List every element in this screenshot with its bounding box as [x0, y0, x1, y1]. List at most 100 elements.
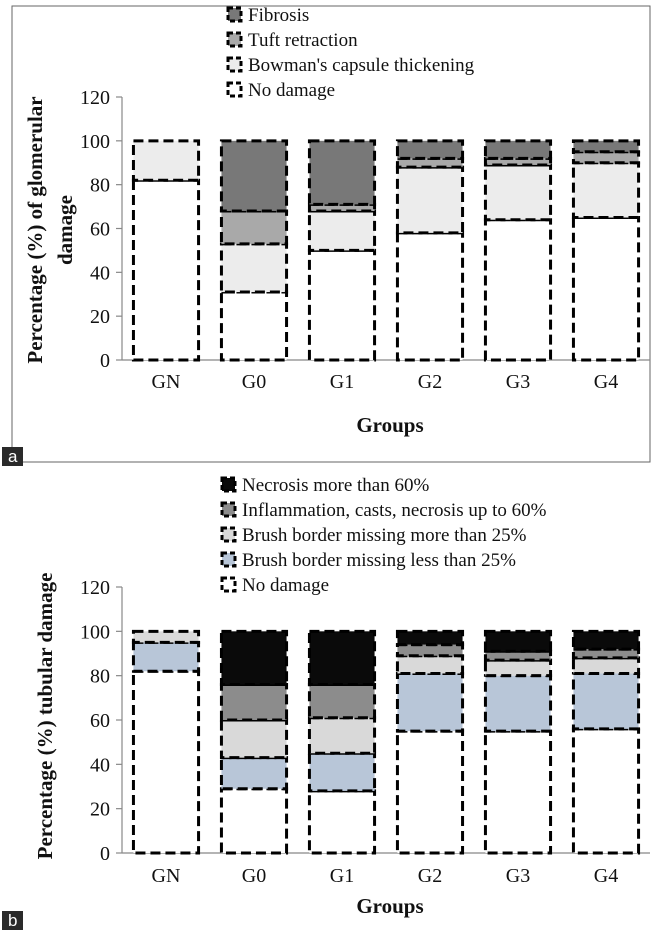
- legend-label: No damage: [248, 80, 335, 101]
- bar-segment: [219, 242, 289, 294]
- bar-segment: [131, 669, 201, 855]
- x-category-label: GN: [152, 865, 181, 887]
- bar-segment: [307, 209, 377, 252]
- bar-segment: [483, 163, 553, 222]
- tubular-damage-chart: 0 20 40 60 80 100 120 GN G0 G1 G2 G3 G4 Groups Percent…: [33, 475, 650, 918]
- glomerular-damage-chart: 0 20 40 60 80 100 120 GN G0 G1 G2 G3 G4 Groups Percent…: [11, 5, 651, 463]
- bar-segment: [131, 629, 201, 644]
- legend-label: Brush border missing less than 25%: [242, 550, 516, 571]
- x-axis-title: Groups: [356, 413, 423, 437]
- y-axis-title: Percentage (%) tubular damage: [33, 573, 57, 860]
- bar-segment: [307, 629, 377, 687]
- bar-segment: [219, 787, 289, 855]
- legend-label: Fibrosis: [248, 5, 309, 26]
- bar-segment: [219, 209, 289, 246]
- bar-segment: [483, 218, 553, 362]
- legend-swatch: [226, 6, 243, 23]
- bar-segment: [307, 789, 377, 855]
- bar-segment: [483, 674, 553, 733]
- legend-label: Bowman's capsule thickening: [248, 55, 475, 76]
- bar-segment: [219, 683, 289, 722]
- legend-item: Inflammation, casts, necrosis up to 60%: [220, 500, 547, 521]
- bar-segment: [307, 139, 377, 206]
- bar-segment: [307, 751, 377, 793]
- legend: Necrosis more than 60% Inflammation, cast…: [220, 475, 547, 596]
- legend-label: Necrosis more than 60%: [242, 475, 429, 496]
- y-tick-label: 120: [80, 87, 110, 109]
- x-category-label: G2: [418, 371, 442, 393]
- legend-label: Brush border missing more than 25%: [242, 525, 527, 546]
- x-category-label: G3: [506, 371, 530, 393]
- legend-swatch: [226, 56, 243, 73]
- bar-segment: [571, 671, 641, 731]
- bar-segment: [395, 231, 465, 362]
- y-tick-label: 20: [90, 306, 110, 328]
- y-tick-label: 0: [100, 843, 110, 865]
- y-ticks: 0 20 40 60 80 100 120: [80, 577, 122, 865]
- legend-item: No damage: [220, 575, 329, 596]
- bar-segment: [483, 729, 553, 855]
- legend-label: Inflammation, casts, necrosis up to 60%: [242, 500, 547, 521]
- y-axis-title: damage: [53, 195, 77, 265]
- bar-segment: [571, 161, 641, 220]
- legend-swatch: [220, 526, 237, 543]
- y-tick-label: 60: [90, 219, 110, 241]
- x-category-label: G4: [594, 865, 618, 887]
- x-axis-title: Groups: [356, 894, 423, 918]
- legend-label: Tuft retraction: [248, 30, 358, 51]
- legend-item: Necrosis more than 60%: [220, 475, 429, 496]
- bar-segment: [395, 671, 465, 733]
- bar-segment: [131, 139, 201, 182]
- bar-segment: [571, 216, 641, 362]
- y-ticks: 0 20 40 60 80 100 120: [80, 87, 122, 372]
- panel-label-b: b: [2, 911, 24, 930]
- bar-segment: [219, 290, 289, 362]
- x-category-label: G1: [330, 371, 354, 393]
- legend-item: No damage: [226, 80, 335, 101]
- legend-swatch: [226, 31, 243, 48]
- bar-segment: [307, 683, 377, 720]
- legend-swatch: [220, 501, 237, 518]
- legend-item: Fibrosis: [226, 5, 309, 26]
- y-tick-label: 40: [90, 262, 110, 284]
- bar-segment: [483, 649, 553, 662]
- legend-swatch: [220, 476, 237, 493]
- y-tick-label: 60: [90, 710, 110, 732]
- bar-segment: [483, 629, 553, 653]
- x-category-label: G1: [330, 865, 354, 887]
- bar-segment: [571, 629, 641, 651]
- bar-segment: [219, 718, 289, 760]
- panel-b: 0 20 40 60 80 100 120 GN G0 G1 G2 G3 G4 Groups Percent…: [0, 466, 654, 932]
- x-category-label: G3: [506, 865, 530, 887]
- bar-segment: [131, 640, 201, 673]
- bar-segment: [395, 165, 465, 235]
- bar-segment: [395, 729, 465, 855]
- x-category-label: G0: [242, 371, 266, 393]
- legend: Fibrosis Tuft retraction Bowman's capsule …: [226, 5, 475, 101]
- y-tick-label: 100: [80, 131, 110, 153]
- panel-a: 0 20 40 60 80 100 120 GN G0 G1 G2 G3 G4 Groups Percent…: [2, 5, 651, 466]
- legend-swatch: [220, 551, 237, 568]
- x-category-label: GN: [152, 371, 181, 393]
- y-tick-label: 120: [80, 577, 110, 599]
- bar-segment: [571, 139, 641, 154]
- y-tick-label: 80: [90, 666, 110, 688]
- bar-segment: [131, 178, 201, 362]
- bar-segment: [571, 150, 641, 165]
- bar-segment: [483, 658, 553, 678]
- bar-segment: [571, 727, 641, 855]
- panel-label-a: a: [2, 447, 24, 466]
- bar-segment: [395, 629, 465, 647]
- bar-segment: [219, 139, 289, 213]
- x-category-label: G4: [594, 371, 618, 393]
- legend-item: Brush border missing less than 25%: [220, 550, 516, 571]
- bar-segment: [307, 248, 377, 362]
- y-tick-label: 100: [80, 621, 110, 643]
- bar-segment: [483, 139, 553, 160]
- legend-item: Bowman's capsule thickening: [226, 55, 475, 76]
- y-tick-label: 20: [90, 799, 110, 821]
- bar-segment: [395, 643, 465, 658]
- bar-segment: [395, 654, 465, 675]
- bar-segment: [219, 629, 289, 687]
- bar-segment: [395, 139, 465, 160]
